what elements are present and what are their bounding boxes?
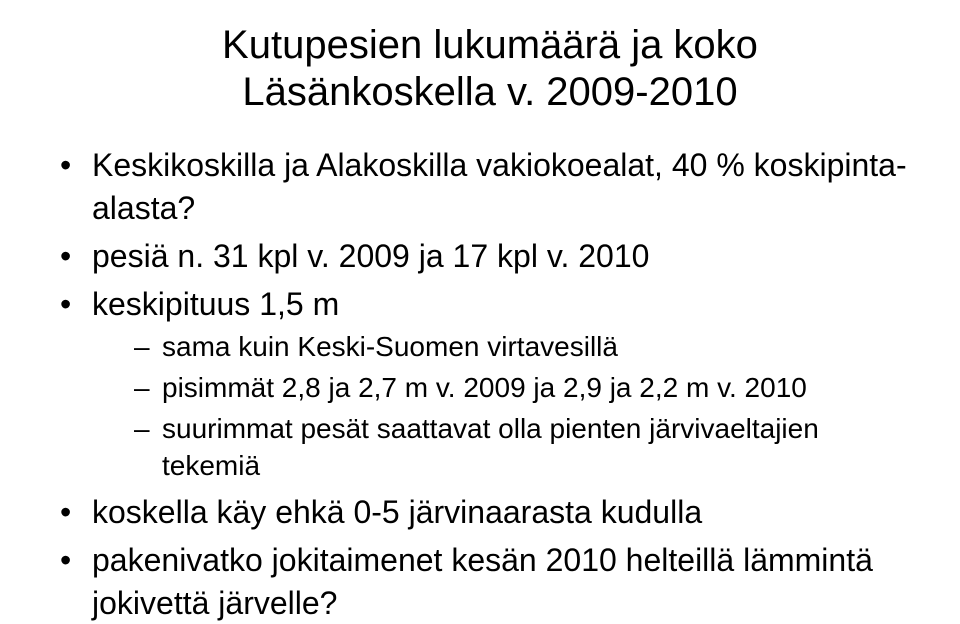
list-item: pisimmät 2,8 ja 2,7 m v. 2009 ja 2,9 ja … bbox=[134, 370, 920, 407]
list-item: koskella käy ehkä 0-5 järvinaarasta kudu… bbox=[60, 491, 920, 533]
list-item: pesiä n. 31 kpl v. 2009 ja 17 kpl v. 201… bbox=[60, 235, 920, 277]
bullet-text: pisimmät 2,8 ja 2,7 m v. 2009 ja 2,9 ja … bbox=[162, 372, 807, 403]
bullet-text: sama kuin Keski-Suomen virtavesillä bbox=[162, 331, 618, 362]
bullet-text: pesiä n. 31 kpl v. 2009 ja 17 kpl v. 201… bbox=[92, 238, 649, 274]
sub-bullet-list: sama kuin Keski-Suomen virtavesillä pisi… bbox=[134, 329, 920, 485]
title-line-2: Läsänkoskella v. 2009-2010 bbox=[242, 70, 737, 114]
bullet-text: koskella käy ehkä 0-5 järvinaarasta kudu… bbox=[92, 494, 702, 530]
bullet-text: pakenivatko jokitaimenet kesän 2010 helt… bbox=[92, 542, 873, 620]
bullet-text: keskipituus 1,5 m bbox=[92, 286, 339, 322]
list-item: pakenivatko jokitaimenet kesän 2010 helt… bbox=[60, 539, 920, 623]
bullet-list: Keskikoskilla ja Alakoskilla vakiokoeala… bbox=[60, 144, 920, 623]
title-line-1: Kutupesien lukumäärä ja koko bbox=[222, 23, 758, 67]
list-item: suurimmat pesät saattavat olla pienten j… bbox=[134, 411, 920, 485]
list-item: Keskikoskilla ja Alakoskilla vakiokoeala… bbox=[60, 144, 920, 228]
slide: Kutupesien lukumäärä ja koko Läsänkoskel… bbox=[0, 0, 960, 624]
list-item: sama kuin Keski-Suomen virtavesillä bbox=[134, 329, 920, 366]
slide-title: Kutupesien lukumäärä ja koko Läsänkoskel… bbox=[60, 22, 920, 116]
bullet-text: suurimmat pesät saattavat olla pienten j… bbox=[162, 413, 819, 481]
list-item: keskipituus 1,5 m sama kuin Keski-Suomen… bbox=[60, 283, 920, 485]
bullet-text: Keskikoskilla ja Alakoskilla vakiokoeala… bbox=[92, 147, 907, 225]
